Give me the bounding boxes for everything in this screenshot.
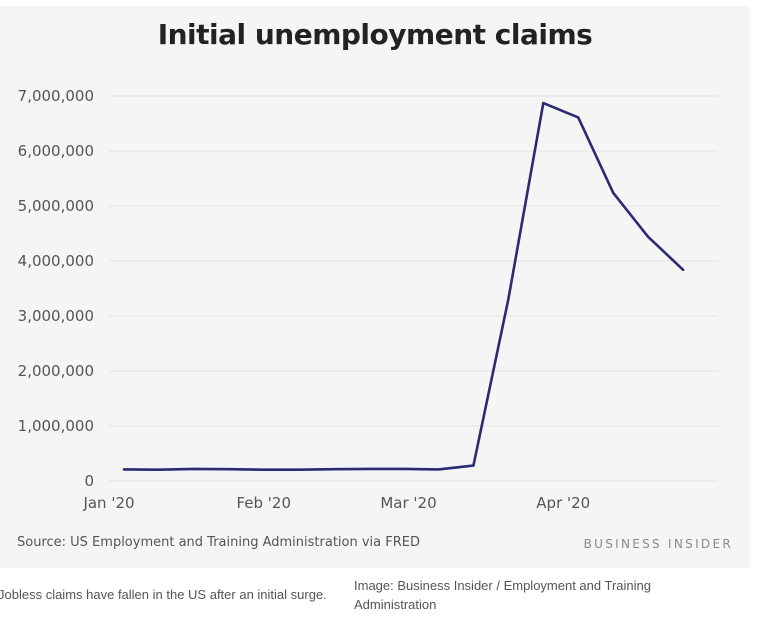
y-tick-label: 5,000,000 xyxy=(18,197,94,215)
y-tick-label: 4,000,000 xyxy=(18,252,94,270)
series-line xyxy=(122,101,685,472)
x-tick-label: Jan '20 xyxy=(82,494,134,512)
source-note: Source: US Employment and Training Admin… xyxy=(17,535,420,550)
chart-title: Initial unemployment claims xyxy=(157,18,593,51)
chart-panel xyxy=(0,6,750,568)
y-tick-label: 3,000,000 xyxy=(18,307,94,325)
y-tick-label: 1,000,000 xyxy=(18,417,94,435)
image-credit: Image: Business Insider / Employment and… xyxy=(354,578,651,612)
image-caption: Jobless claims have fallen in the US aft… xyxy=(0,587,327,602)
y-tick-label: 7,000,000 xyxy=(18,87,94,105)
series-layer xyxy=(122,101,685,472)
x-tick-label: Feb '20 xyxy=(236,494,291,512)
x-tick-label: Apr '20 xyxy=(536,494,590,512)
gridlines xyxy=(109,95,718,482)
brand-logo: BUSINESS INSIDER xyxy=(583,537,733,551)
x-axis-ticks: Jan '20 Feb '20 Mar '20 Apr '20 xyxy=(82,494,590,512)
y-tick-label: 6,000,000 xyxy=(18,142,94,160)
x-tick-label: Mar '20 xyxy=(380,494,436,512)
y-axis-ticks: 0 1,000,000 2,000,000 3,000,000 4,000,000 5,0… xyxy=(18,87,94,490)
y-tick-label: 0 xyxy=(84,472,94,490)
y-tick-label: 2,000,000 xyxy=(18,362,94,380)
